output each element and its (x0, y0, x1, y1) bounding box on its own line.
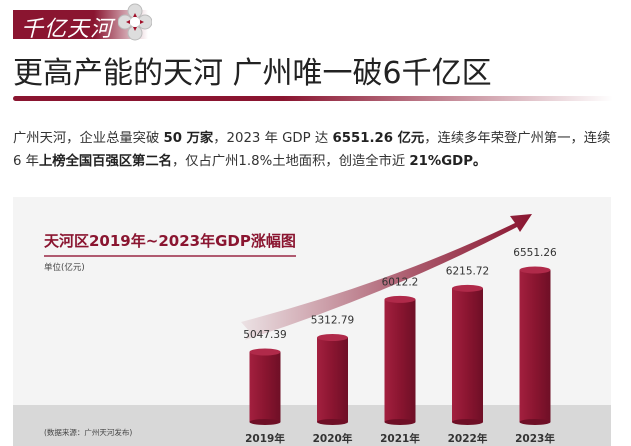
bar-cap (519, 266, 551, 274)
value-label: 6215.72 (446, 265, 489, 277)
bar (317, 337, 348, 422)
chart-source: (数据来源：广州天河发布) (44, 428, 133, 437)
value-label: 6551.26 (513, 247, 557, 259)
value-label: 5047.39 (243, 329, 286, 341)
chart-title: 天河区2019年~2023年GDP涨幅图 (44, 230, 296, 257)
category-label: 2022年 (448, 432, 488, 445)
bar-base (317, 419, 348, 425)
bar (452, 288, 483, 422)
category-label: 2020年 (313, 432, 353, 445)
value-label: 5312.79 (311, 315, 354, 327)
category-label: 2021年 (380, 432, 420, 445)
bar-base (384, 419, 416, 425)
bar-cap (452, 284, 483, 292)
title-divider (13, 96, 613, 101)
bar-cap (384, 295, 416, 303)
bar-base (249, 419, 281, 425)
value-label: 6012.2 (382, 276, 419, 288)
trend-arrow-icon (241, 214, 532, 340)
chart-panel: 天河区2019年~2023年GDP涨幅图 单位(亿元) (数据来源：广州天河发布… (13, 197, 611, 446)
category-label: 2023年 (515, 432, 555, 445)
bar (519, 270, 551, 422)
page-title: 更高产能的天河 广州唯一破6千亿区 (13, 56, 492, 91)
bar-chart: 5047.39 2019年 5312.79 2020年 6012.2 2021年 6215.… (241, 214, 557, 445)
section-tag-label: 千亿天河 (21, 17, 114, 42)
flower-logo-icon (118, 3, 152, 41)
bar (249, 352, 281, 422)
bar-cap (317, 334, 348, 342)
chart-floor (13, 405, 611, 446)
category-label: 2019年 (245, 432, 285, 445)
bar-base (519, 419, 551, 425)
chart-unit: 单位(亿元) (44, 263, 85, 273)
bar-cap (249, 348, 281, 356)
bar (384, 299, 416, 422)
intro-paragraph: 广州天河，企业总量突破 50 万家，2023 年 GDP 达 6551.26 亿… (13, 131, 611, 169)
bar-base (452, 419, 483, 425)
